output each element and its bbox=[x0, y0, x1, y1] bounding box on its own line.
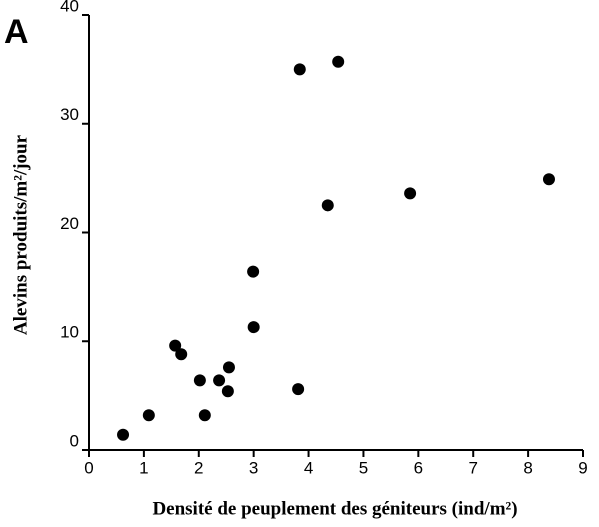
point bbox=[404, 187, 417, 200]
point bbox=[175, 348, 188, 361]
x-axis-label: Densité de peuplement des géniteurs (ind… bbox=[152, 498, 517, 519]
y-tick-label: 0 bbox=[70, 431, 79, 450]
x-tick-label: 8 bbox=[523, 458, 532, 477]
point bbox=[117, 428, 130, 441]
point bbox=[542, 173, 555, 186]
x-tick-label: 9 bbox=[578, 458, 587, 477]
point bbox=[213, 374, 226, 387]
x-tick-label: 3 bbox=[249, 458, 258, 477]
point bbox=[169, 339, 182, 352]
point bbox=[221, 385, 234, 398]
y-tick-label: 20 bbox=[60, 214, 79, 233]
point bbox=[142, 409, 155, 422]
x-tick-label: 0 bbox=[84, 458, 93, 477]
point bbox=[293, 63, 306, 76]
point bbox=[193, 374, 206, 387]
point bbox=[198, 409, 211, 422]
y-tick-label: 10 bbox=[60, 323, 79, 342]
y-tick-label: 30 bbox=[60, 105, 79, 124]
point bbox=[247, 321, 260, 334]
panel-label: A bbox=[4, 13, 29, 51]
x-tick-label: 7 bbox=[468, 458, 477, 477]
point bbox=[292, 383, 305, 396]
x-tick-label: 4 bbox=[304, 458, 313, 477]
point bbox=[222, 361, 235, 374]
x-tick-label: 1 bbox=[139, 458, 148, 477]
x-tick-label: 6 bbox=[414, 458, 423, 477]
y-axis-label: Alevins produits/m²/jour bbox=[10, 134, 31, 335]
x-tick-label: 2 bbox=[194, 458, 203, 477]
point bbox=[332, 55, 345, 68]
x-tick-label: 5 bbox=[359, 458, 368, 477]
point bbox=[321, 199, 334, 212]
y-tick-label: 40 bbox=[60, 0, 79, 15]
point bbox=[247, 265, 260, 278]
